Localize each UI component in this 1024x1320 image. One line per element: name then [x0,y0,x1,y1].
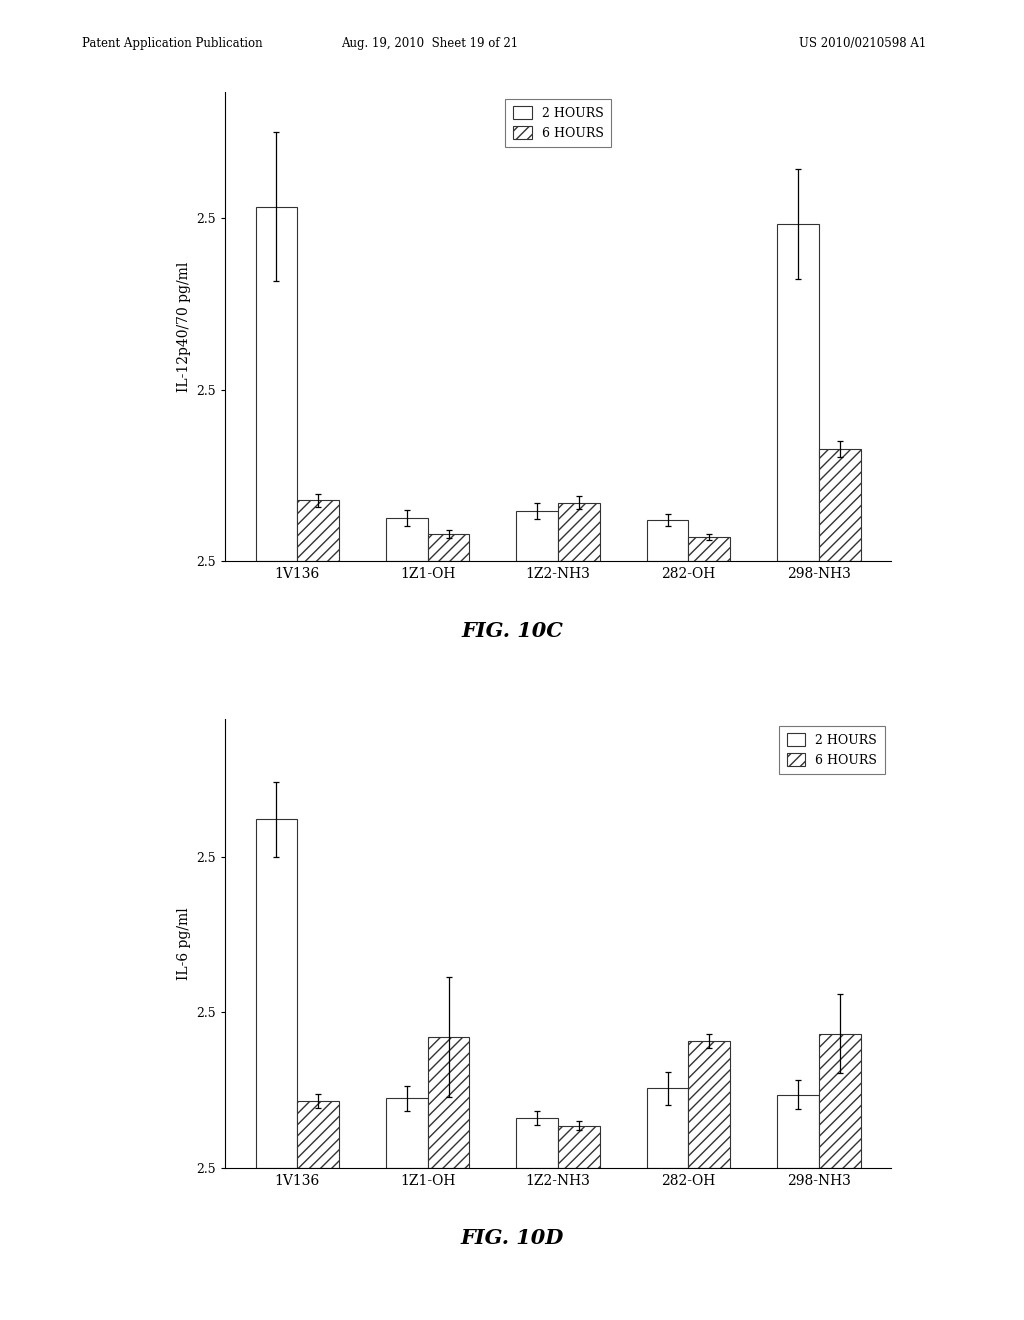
Text: FIG. 10C: FIG. 10C [461,620,563,642]
Text: FIG. 10D: FIG. 10D [461,1228,563,1249]
Bar [819,449,860,561]
Bar [516,1118,558,1168]
Bar [297,1101,339,1168]
Bar [777,224,819,561]
Bar [558,1126,600,1168]
Bar [428,1038,469,1168]
Bar [297,500,339,561]
Bar [386,1098,428,1168]
Text: Patent Application Publication: Patent Application Publication [82,37,262,50]
Bar [647,520,688,561]
Bar [428,533,469,561]
Text: US 2010/0210598 A1: US 2010/0210598 A1 [799,37,926,50]
Y-axis label: IL-12p40/70 pg/ml: IL-12p40/70 pg/ml [177,261,191,392]
Legend: 2 HOURS, 6 HOURS: 2 HOURS, 6 HOURS [505,99,611,147]
Bar [777,1094,819,1168]
Legend: 2 HOURS, 6 HOURS: 2 HOURS, 6 HOURS [779,726,885,774]
Y-axis label: IL-6 pg/ml: IL-6 pg/ml [177,907,191,981]
Bar [256,820,297,1168]
Bar [516,511,558,561]
Bar [688,537,730,561]
Text: Aug. 19, 2010  Sheet 19 of 21: Aug. 19, 2010 Sheet 19 of 21 [342,37,518,50]
Bar [256,207,297,561]
Bar [688,1041,730,1168]
Bar [819,1034,860,1168]
Bar [558,503,600,561]
Bar [386,517,428,561]
Bar [647,1089,688,1168]
